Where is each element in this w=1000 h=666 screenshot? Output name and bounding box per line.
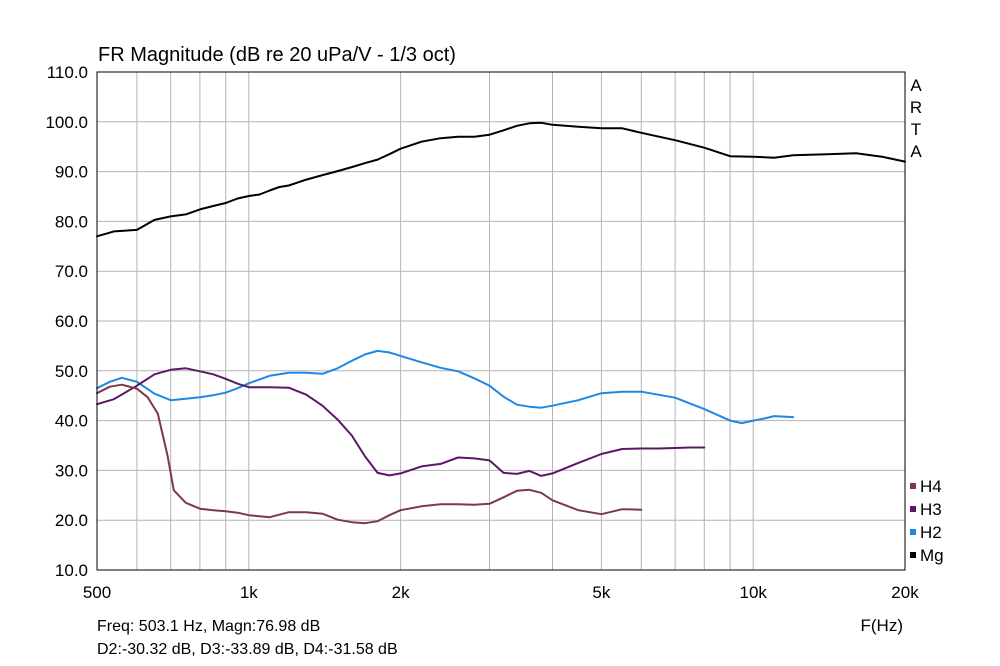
series-line-mg <box>96 121 906 238</box>
y-tick-label: 70.0 <box>55 262 88 281</box>
series-line-h4 <box>96 383 643 525</box>
y-tick-label: 110.0 <box>47 63 88 82</box>
watermark-letter: A <box>910 76 922 95</box>
y-tick-label: 90.0 <box>55 163 88 182</box>
curves <box>96 121 906 525</box>
series-line-h2 <box>96 349 795 425</box>
legend-swatch-h4 <box>910 483 916 489</box>
x-axis-label: F(Hz) <box>861 616 903 635</box>
x-tick-label: 2k <box>392 583 410 602</box>
x-tick-label: 20k <box>891 583 919 602</box>
y-axis-ticks: 10.0 20.0 30.0 40.0 50.0 60.0 70.0 80.0 90.0 100.… <box>45 63 88 580</box>
series-line-h3 <box>96 367 706 477</box>
plot-frame <box>96 71 906 571</box>
legend-swatch-mg <box>910 552 916 558</box>
x-axis-ticks: 500 1k 2k 5k 10k 20k <box>83 583 919 602</box>
cursor-readout-frequency: Freq: 503.1 Hz, Magn:76.98 dB <box>97 618 320 635</box>
y-tick-label: 20.0 <box>55 511 88 530</box>
y-tick-label: 30.0 <box>55 461 88 480</box>
watermark-letter: R <box>910 98 922 117</box>
legend: H4 H3 H2 Mg <box>910 477 944 565</box>
legend-label-mg: Mg <box>920 546 944 565</box>
chart-title: FR Magnitude (dB re 20 uPa/V - 1/3 oct) <box>98 44 456 66</box>
legend-swatch-h2 <box>910 529 916 535</box>
y-tick-label: 100.0 <box>45 113 88 132</box>
legend-swatch-h3 <box>910 506 916 512</box>
watermark-letter: T <box>911 120 921 139</box>
grid-lines <box>97 72 905 570</box>
cursor-readout-distortion: D2:-30.32 dB, D3:-33.89 dB, D4:-31.58 dB <box>97 641 398 658</box>
x-tick-label: 10k <box>739 583 767 602</box>
legend-label-h2: H2 <box>920 523 942 542</box>
y-tick-label: 60.0 <box>55 312 88 331</box>
watermark-letter: A <box>910 142 922 161</box>
x-tick-label: 1k <box>240 583 258 602</box>
y-tick-label: 40.0 <box>55 412 88 431</box>
x-tick-label: 5k <box>592 583 610 602</box>
x-tick-label: 500 <box>83 583 111 602</box>
y-tick-label: 50.0 <box>55 362 88 381</box>
y-tick-label: 10.0 <box>55 561 88 580</box>
legend-label-h4: H4 <box>920 477 942 496</box>
legend-label-h3: H3 <box>920 500 942 519</box>
y-tick-label: 80.0 <box>55 212 88 231</box>
